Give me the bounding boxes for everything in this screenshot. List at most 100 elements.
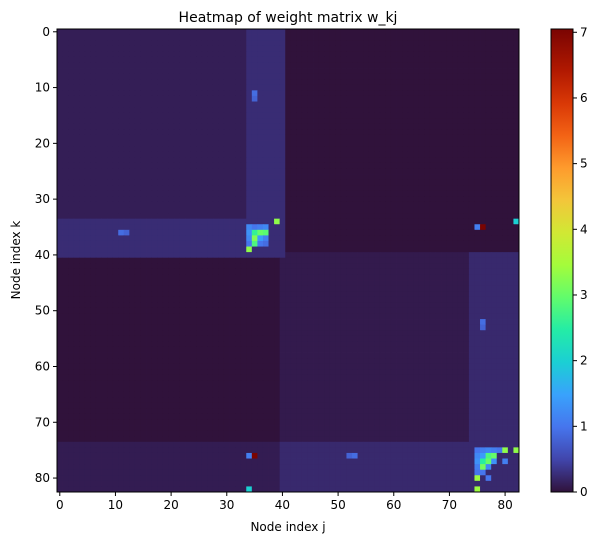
heatmap-cell bbox=[185, 201, 191, 208]
heatmap-cell bbox=[457, 324, 464, 331]
heatmap-cell bbox=[240, 341, 247, 348]
heatmap-cell bbox=[413, 213, 420, 220]
heatmap-cell bbox=[262, 40, 269, 47]
heatmap-cell bbox=[212, 341, 219, 348]
heatmap-cell bbox=[274, 146, 281, 153]
heatmap-cell bbox=[90, 118, 97, 125]
heatmap-cell bbox=[513, 146, 520, 153]
heatmap-cell bbox=[240, 229, 247, 236]
heatmap-cell bbox=[457, 291, 464, 298]
heatmap-cell bbox=[168, 162, 175, 169]
heatmap-cell bbox=[368, 285, 375, 292]
heatmap-cell bbox=[324, 330, 331, 337]
heatmap-cell bbox=[363, 240, 370, 247]
heatmap-cell bbox=[402, 151, 409, 158]
heatmap-cell bbox=[329, 123, 336, 130]
heatmap-cell bbox=[363, 335, 370, 342]
heatmap-cell bbox=[157, 174, 164, 181]
heatmap-cell bbox=[502, 341, 509, 348]
heatmap-cell bbox=[73, 224, 80, 231]
heatmap-cell bbox=[435, 268, 442, 275]
heatmap-cell bbox=[407, 90, 414, 97]
heatmap-cell bbox=[379, 34, 386, 41]
heatmap-cell bbox=[307, 252, 314, 259]
heatmap-cell bbox=[368, 235, 375, 242]
heatmap-cell bbox=[101, 246, 108, 253]
heatmap-cell bbox=[385, 112, 392, 119]
heatmap-cell bbox=[157, 274, 164, 281]
heatmap-cell bbox=[185, 79, 191, 86]
heatmap-cell bbox=[223, 107, 230, 114]
heatmap-cell bbox=[162, 201, 169, 208]
heatmap-cell bbox=[73, 324, 80, 331]
heatmap-cell bbox=[157, 129, 164, 136]
heatmap-cell bbox=[207, 174, 214, 181]
heatmap-cell bbox=[301, 168, 308, 175]
heatmap-cell bbox=[324, 296, 331, 303]
heatmap-cell bbox=[229, 201, 236, 208]
heatmap-cell bbox=[73, 40, 80, 47]
heatmap-cell bbox=[196, 358, 203, 365]
heatmap-cell bbox=[140, 107, 147, 114]
heatmap-cell bbox=[296, 263, 303, 270]
heatmap-cell bbox=[385, 51, 392, 58]
heatmap-cell bbox=[496, 291, 503, 298]
heatmap-cell bbox=[279, 352, 286, 359]
heatmap-cell bbox=[101, 213, 108, 220]
heatmap-cell bbox=[357, 45, 364, 52]
heatmap-cell bbox=[457, 29, 464, 35]
heatmap-cell bbox=[474, 118, 481, 125]
heatmap-cell bbox=[290, 346, 297, 353]
heatmap-cell bbox=[480, 207, 487, 214]
heatmap-cell bbox=[424, 179, 431, 186]
heatmap-cell bbox=[463, 307, 470, 314]
heatmap-cell bbox=[118, 352, 125, 359]
heatmap-cell bbox=[507, 341, 514, 348]
heatmap-cell bbox=[162, 79, 169, 86]
heatmap-cell bbox=[340, 291, 347, 298]
heatmap-cell bbox=[507, 29, 514, 35]
heatmap-cell bbox=[190, 296, 197, 303]
heatmap-cell bbox=[352, 68, 358, 75]
heatmap-cell bbox=[129, 335, 136, 342]
heatmap-cell bbox=[246, 151, 253, 158]
heatmap-cell bbox=[513, 29, 520, 35]
heatmap-cell bbox=[313, 185, 320, 192]
heatmap-cell bbox=[290, 73, 297, 80]
heatmap-cell bbox=[140, 346, 147, 353]
heatmap-cell bbox=[112, 84, 119, 91]
heatmap-cell bbox=[502, 274, 509, 281]
heatmap-cell bbox=[363, 174, 370, 181]
heatmap-cell bbox=[502, 218, 509, 225]
heatmap-cell bbox=[418, 229, 425, 236]
heatmap-cell bbox=[251, 107, 258, 114]
heatmap-cell bbox=[173, 107, 180, 114]
heatmap-cell bbox=[185, 123, 191, 130]
heatmap-cell bbox=[107, 346, 114, 353]
heatmap-cell bbox=[190, 95, 197, 102]
heatmap-cell bbox=[79, 352, 86, 359]
heatmap-cell bbox=[379, 235, 386, 242]
heatmap-cell bbox=[68, 168, 75, 175]
heatmap-cell bbox=[185, 118, 191, 125]
heatmap-cell bbox=[235, 146, 242, 153]
heatmap-cell bbox=[90, 352, 97, 359]
heatmap-cell bbox=[424, 240, 431, 247]
heatmap-cell bbox=[413, 335, 420, 342]
heatmap-cell bbox=[68, 118, 75, 125]
heatmap-cell bbox=[468, 330, 475, 337]
heatmap-cell bbox=[235, 229, 242, 236]
heatmap-cell bbox=[218, 56, 225, 63]
heatmap-cell bbox=[329, 168, 336, 175]
heatmap-cell bbox=[480, 296, 487, 303]
heatmap-cell bbox=[324, 274, 331, 281]
heatmap-cell bbox=[363, 352, 370, 359]
heatmap-cell bbox=[301, 229, 308, 236]
heatmap-cell bbox=[502, 280, 509, 286]
heatmap-cell bbox=[240, 29, 247, 35]
heatmap-cell bbox=[474, 196, 481, 203]
heatmap-cell bbox=[57, 330, 63, 337]
heatmap-cell bbox=[168, 224, 175, 231]
heatmap-cell bbox=[262, 285, 269, 292]
heatmap-cell bbox=[290, 90, 297, 97]
